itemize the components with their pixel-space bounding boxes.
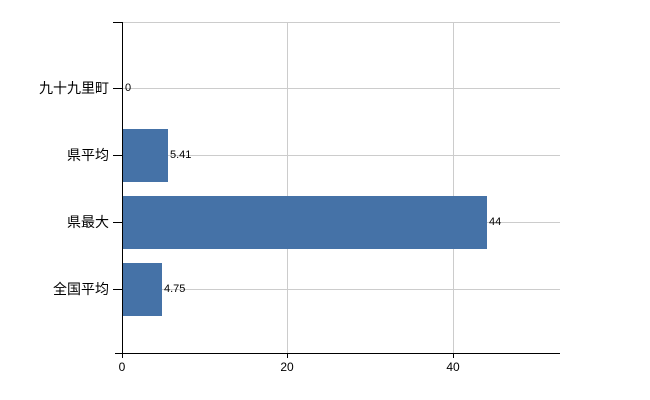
y-tick — [113, 289, 122, 290]
bar-value-label: 5.41 — [170, 149, 192, 161]
y-axis-end-tick — [113, 22, 122, 23]
x-axis-line — [115, 353, 560, 354]
category-label: 全国平均 — [53, 281, 109, 297]
y-tick — [113, 88, 122, 89]
x-gridline — [287, 22, 288, 353]
category-gridline — [122, 88, 560, 89]
x-tick — [453, 353, 454, 358]
y-tick — [113, 155, 122, 156]
bar-value-label: 0 — [125, 82, 132, 94]
category-label: 県平均 — [67, 147, 109, 163]
bar-value-label: 44 — [489, 216, 502, 228]
category-gridline — [122, 155, 560, 156]
x-tick-label: 20 — [280, 360, 294, 374]
plot-top-gridline — [122, 22, 560, 23]
bar — [123, 129, 168, 182]
bar — [123, 263, 162, 316]
y-tick — [113, 222, 122, 223]
bar — [123, 196, 487, 249]
category-label: 県最大 — [67, 214, 109, 230]
x-gridline — [453, 22, 454, 353]
x-tick — [287, 353, 288, 358]
x-tick — [122, 353, 123, 358]
category-label: 九十九里町 — [39, 80, 109, 96]
category-gridline — [122, 289, 560, 290]
y-axis-line — [122, 22, 123, 354]
x-tick-label: 0 — [118, 360, 126, 374]
x-tick-label: 40 — [446, 360, 460, 374]
bar-value-label: 4.75 — [164, 283, 186, 295]
